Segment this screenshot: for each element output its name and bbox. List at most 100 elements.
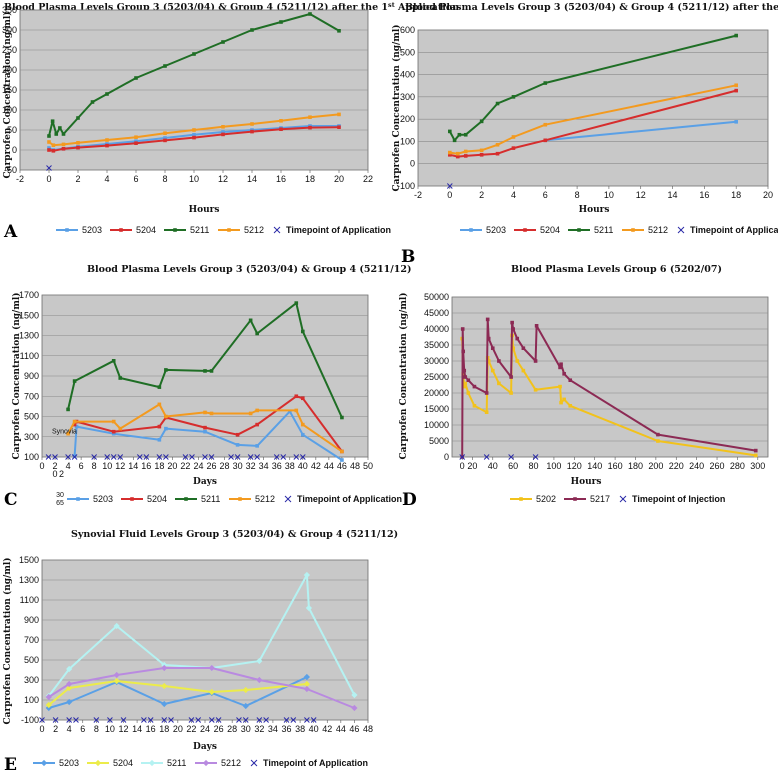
data-point	[209, 369, 214, 373]
x-tick-label: 2	[53, 461, 58, 471]
x-tick-label: 260	[710, 461, 725, 471]
data-point	[510, 320, 514, 325]
panel-letter: C	[4, 490, 18, 510]
data-point	[463, 132, 468, 137]
timepoint-marker	[52, 454, 58, 460]
data-point	[301, 432, 305, 437]
data-point	[134, 76, 138, 80]
x-tick-label: 20	[467, 461, 477, 471]
timepoint-marker	[446, 183, 453, 189]
timepoint-marker	[483, 454, 490, 460]
timepoint-marker	[182, 454, 189, 460]
legend-marker-x	[250, 759, 258, 767]
data-point	[50, 119, 55, 123]
data-point	[463, 149, 468, 154]
x-tick-label: 60	[508, 461, 518, 471]
data-point	[61, 142, 66, 147]
data-point	[448, 150, 452, 155]
data-point	[303, 685, 310, 693]
data-point	[111, 419, 116, 424]
x-tick-label: 40	[298, 461, 308, 471]
chart-title: Blood Plasma Levels Group 3 (5203/04) & …	[4, 1, 459, 13]
data-point	[221, 40, 225, 44]
data-point	[157, 424, 162, 429]
data-point	[208, 664, 215, 672]
x-tick-label: 30	[241, 724, 251, 734]
x-tick-label: 180	[628, 461, 643, 471]
x-axis-label: Days	[193, 742, 217, 752]
data-point	[562, 372, 566, 376]
legend-marker	[519, 497, 523, 501]
panel-letter: D	[402, 490, 417, 510]
y-tick-label: 300	[2, 25, 17, 35]
data-point	[495, 151, 500, 156]
data-point	[463, 375, 468, 379]
legend-label: 5203	[59, 758, 79, 768]
timepoint-marker	[104, 454, 111, 460]
chart-title-main: Blood Plasma Levels Group 3 (5203/04) & …	[405, 2, 778, 13]
axis-fragment: 0	[53, 469, 58, 479]
data-point	[209, 411, 214, 416]
data-point	[61, 132, 66, 136]
timepoint-marker	[46, 165, 52, 171]
x-tick-label: 220	[669, 461, 684, 471]
data-point	[294, 408, 299, 413]
data-point	[256, 657, 263, 665]
legend-label: 5204	[540, 225, 560, 235]
y-tick-label: 300	[400, 92, 415, 102]
timepoint-marker	[66, 717, 73, 723]
data-point	[66, 407, 70, 412]
data-point	[448, 129, 452, 134]
legend-marker	[577, 228, 581, 232]
legend-label-marker: Timepoint of Injection	[632, 494, 725, 504]
y-tick-label: -100	[21, 715, 39, 725]
y-tick-label: 0	[410, 159, 415, 169]
data-point	[111, 431, 116, 436]
timepoint-marker	[459, 454, 466, 460]
data-point	[235, 432, 240, 437]
timepoint-marker	[156, 454, 163, 460]
data-point	[534, 324, 539, 328]
x-tick-label: 44	[336, 724, 346, 734]
chart-title-main: Blood Plasma Levels Group 3 (5203/04) & …	[87, 264, 411, 275]
data-point	[558, 365, 562, 370]
data-point	[250, 129, 254, 134]
x-tick-label: 20	[173, 724, 183, 734]
x-tick-label: 8	[92, 461, 97, 471]
data-point	[734, 33, 738, 38]
y-tick-label: 300	[24, 432, 39, 442]
x-tick-label: 4	[104, 174, 109, 184]
legend-label: 5204	[136, 225, 156, 235]
data-point	[558, 384, 562, 389]
y-tick-label: 1700	[19, 290, 39, 300]
x-tick-label: 0	[460, 461, 465, 471]
data-point	[515, 336, 520, 341]
data-point	[543, 81, 548, 85]
data-point	[118, 426, 123, 431]
data-point	[562, 397, 566, 402]
x-tick-label: 22	[186, 724, 196, 734]
timepoint-marker	[304, 717, 310, 723]
y-tick-label: 1100	[20, 351, 39, 361]
y-tick-label: 250	[2, 45, 17, 55]
x-tick-label: 32	[254, 724, 264, 734]
data-point	[61, 147, 66, 151]
chart-title-main: Blood Plasma Levels Group 6 (5202/07)	[511, 264, 722, 275]
data-point	[47, 140, 51, 144]
timepoint-marker	[163, 454, 169, 460]
data-point	[279, 127, 283, 131]
data-point	[235, 443, 240, 447]
timepoint-marker	[141, 717, 147, 723]
data-point	[76, 141, 80, 145]
timepoint-marker	[532, 454, 539, 460]
x-tick-label: 46	[349, 724, 359, 734]
timepoint-marker	[71, 454, 78, 460]
chart-title: Blood Plasma Levels Group 3 (5203/04) & …	[405, 1, 778, 13]
x-tick-label: 28	[227, 724, 237, 734]
data-point	[72, 379, 77, 383]
timepoint-marker	[215, 717, 222, 723]
x-tick-label: 42	[311, 461, 321, 471]
legend-label: 5212	[255, 494, 275, 504]
data-point	[105, 143, 109, 148]
data-point	[74, 424, 79, 429]
